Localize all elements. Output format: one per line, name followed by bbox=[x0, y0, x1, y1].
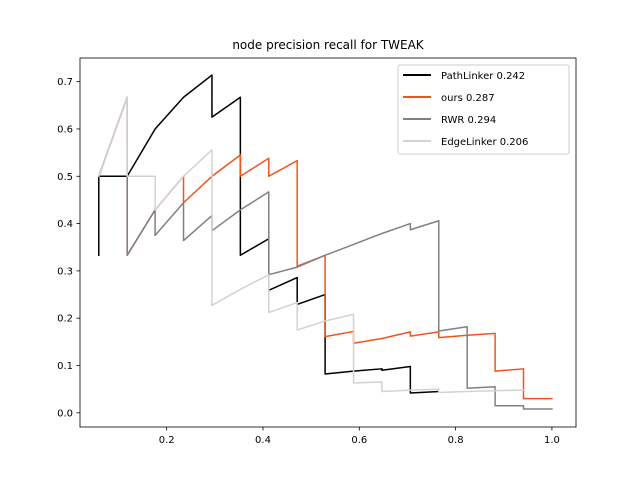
plot-area bbox=[79, 57, 577, 428]
series-line-3 bbox=[97, 96, 525, 394]
y-tick-label: 0.5 bbox=[57, 172, 73, 183]
legend-label-3: EdgeLinker 0.206 bbox=[441, 137, 528, 148]
legend-label-0: PathLinker 0.242 bbox=[441, 71, 525, 82]
series-line-2 bbox=[97, 96, 553, 410]
x-tick-label: 0.6 bbox=[351, 435, 367, 446]
x-tick-label: 0.8 bbox=[448, 435, 464, 446]
chart-title: node precision recall for TWEAK bbox=[232, 38, 424, 52]
legend-box bbox=[397, 64, 570, 155]
x-tick-label: 1.0 bbox=[544, 435, 560, 446]
y-tick-label: 0.4 bbox=[57, 219, 73, 230]
legend-label-2: RWR 0.294 bbox=[441, 115, 496, 126]
y-tick-label: 0.0 bbox=[57, 408, 73, 419]
plot-frame bbox=[79, 57, 577, 428]
legend: PathLinker 0.242 ours 0.287 RWR 0.294 EdgeL… bbox=[397, 64, 570, 155]
series-line-1 bbox=[97, 96, 553, 400]
y-tick-label: 0.7 bbox=[57, 77, 73, 88]
y-tick-label: 0.1 bbox=[57, 361, 73, 372]
y-tick-label: 0.3 bbox=[57, 266, 73, 277]
y-tick-label: 0.2 bbox=[57, 314, 73, 325]
y-axis: 0.0 0.1 0.2 0.3 0.4 0.5 0.6 0.7 bbox=[57, 77, 80, 419]
x-axis: 0.2 0.4 0.6 0.8 1.0 bbox=[159, 427, 560, 446]
y-tick-label: 0.6 bbox=[57, 124, 73, 135]
legend-label-1: ours 0.287 bbox=[441, 93, 495, 104]
x-tick-label: 0.4 bbox=[255, 435, 271, 446]
x-tick-label: 0.2 bbox=[159, 435, 175, 446]
